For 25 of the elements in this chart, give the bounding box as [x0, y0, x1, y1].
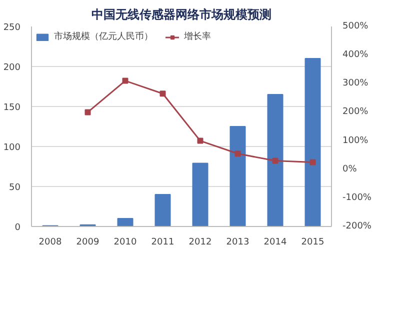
y2-tick-label: 300%	[342, 78, 369, 89]
x-tick-label: 2013	[226, 238, 250, 248]
y-tick-label: 0	[14, 223, 21, 233]
y2-tick-label: 0%	[342, 164, 358, 174]
x-tick-label: 2011	[151, 238, 174, 248]
y-tick-label: 150	[3, 103, 21, 113]
x-tick-label: 2014	[264, 238, 287, 248]
y-tick-label: 50	[9, 183, 21, 193]
y2-tick-label: -200%	[342, 222, 372, 232]
x-tick-label: 2010	[114, 238, 137, 248]
legend-label: 增长率	[184, 30, 211, 43]
y2-tick-label: 400%	[342, 50, 369, 60]
chart-title: 中国无线传感器网络市场规模预测	[92, 8, 272, 22]
y2-tick-label: 200%	[342, 107, 369, 118]
y-tick-label: 250	[3, 23, 21, 33]
x-tick-label: 2015	[301, 238, 324, 248]
y2-tick-label: -100%	[342, 192, 372, 203]
x-tick-label: 2009	[76, 238, 100, 248]
x-tick-label: 2008	[38, 238, 62, 248]
y-tick-label: 100	[3, 143, 21, 153]
legend-label: 市场规模（亿元人民币）	[54, 30, 153, 43]
y-tick-label: 200	[3, 63, 21, 73]
y2-tick-label: 500%	[342, 22, 369, 32]
y2-tick-label: 100%	[342, 136, 369, 146]
x-tick-label: 2012	[188, 238, 212, 248]
